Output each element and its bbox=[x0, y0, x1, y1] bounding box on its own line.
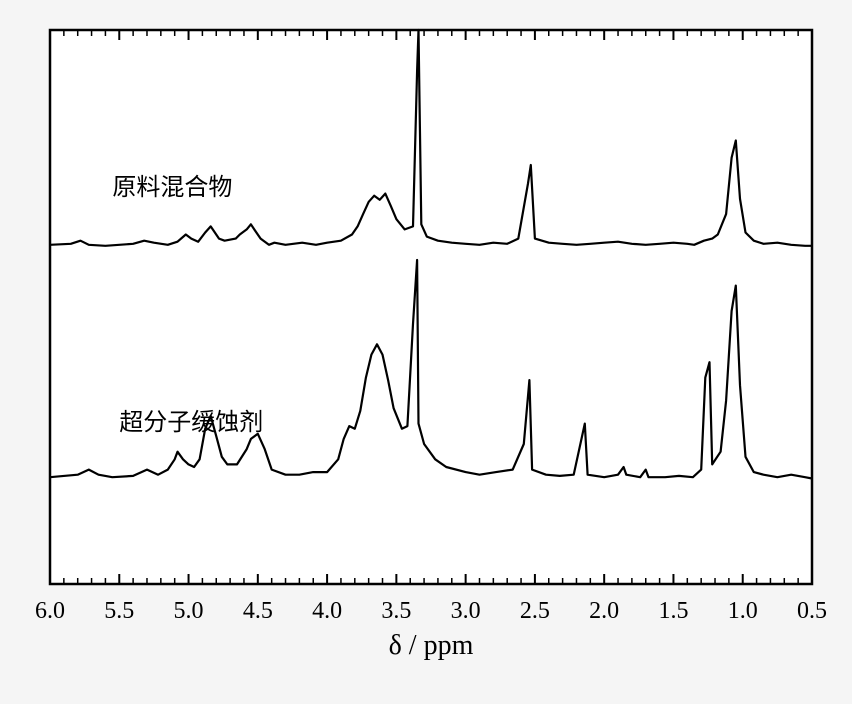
xaxis-tick-label: 5.5 bbox=[104, 598, 134, 624]
xaxis-label: δ / ppm bbox=[389, 630, 474, 661]
xaxis-tick-label: 3.5 bbox=[381, 598, 411, 624]
nmr-spectrum-chart: 原料混合物超分子缓蚀剂 6.0 5.5 5.0 4.5 4.0 3.5 3.0 2.5 2.0 1.… bbox=[0, 0, 852, 704]
chart-container: 原料混合物超分子缓蚀剂 6.0 5.5 5.0 4.5 4.0 3.5 3.0 2.5 2.0 1.… bbox=[0, 0, 852, 704]
xaxis-tick-label: 4.0 bbox=[312, 598, 342, 624]
xaxis-tick-label: 3.0 bbox=[451, 598, 481, 624]
xaxis-tick-label: 5.0 bbox=[174, 598, 204, 624]
xaxis-tick-label: 2.0 bbox=[589, 598, 619, 624]
series-label: 原料混合物 bbox=[112, 174, 232, 201]
series-label: 超分子缓蚀剂 bbox=[119, 409, 263, 436]
xaxis-tick-label: 1.0 bbox=[728, 598, 758, 624]
xaxis-tick-label: 2.5 bbox=[520, 598, 550, 624]
xaxis-tick-label: 1.5 bbox=[658, 598, 688, 624]
xaxis-tick-label: 6.0 bbox=[35, 598, 65, 624]
xaxis-tick-label: 0.5 bbox=[797, 598, 827, 624]
xaxis-tick-label: 4.5 bbox=[243, 598, 273, 624]
